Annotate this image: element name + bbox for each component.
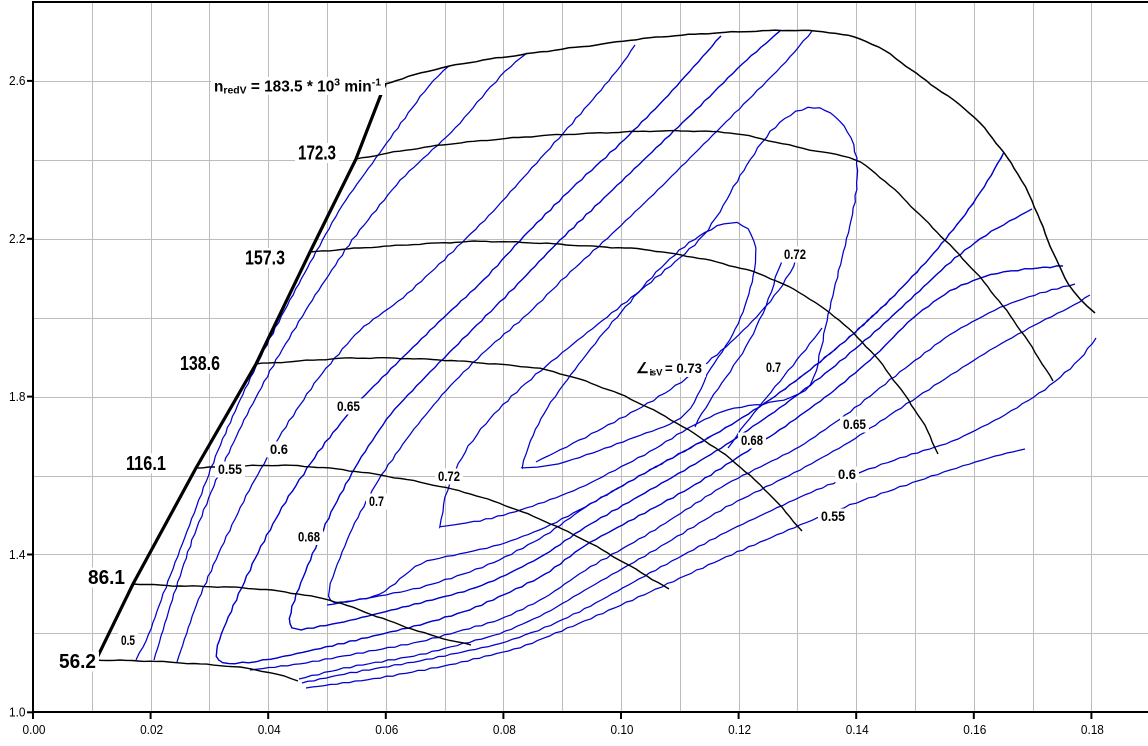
svg-text:0.68: 0.68: [741, 433, 763, 448]
svg-text:1.8: 1.8: [9, 390, 26, 404]
svg-text:1.0: 1.0: [9, 706, 26, 720]
svg-text:0.7: 0.7: [766, 360, 781, 375]
svg-text:0.08: 0.08: [493, 723, 516, 737]
svg-text:0.00: 0.00: [23, 723, 46, 737]
svg-text:0.65: 0.65: [843, 417, 866, 432]
svg-text:0.5: 0.5: [121, 633, 135, 648]
svg-text:2.6: 2.6: [9, 74, 26, 88]
svg-text:0.12: 0.12: [728, 723, 751, 737]
svg-text:0.02: 0.02: [140, 723, 163, 737]
svg-text:0.55: 0.55: [218, 462, 242, 477]
svg-text:0.7: 0.7: [369, 494, 384, 509]
svg-text:0.14: 0.14: [846, 723, 869, 737]
svg-text:1.4: 1.4: [9, 548, 26, 562]
svg-text:0.72: 0.72: [438, 469, 460, 484]
svg-text:0.06: 0.06: [375, 723, 398, 737]
svg-text:2.2: 2.2: [9, 232, 26, 246]
svg-text:0.6: 0.6: [838, 467, 856, 482]
svg-text:nredV = 183.5 * 103 min-1: nredV = 183.5 * 103 min-1: [214, 77, 381, 97]
svg-text:0.68: 0.68: [298, 530, 320, 545]
svg-text:0.65: 0.65: [337, 399, 360, 414]
svg-text:86.1: 86.1: [88, 567, 125, 589]
svg-text:= 0.73: = 0.73: [665, 361, 702, 376]
svg-text:0.10: 0.10: [611, 723, 634, 737]
svg-text:0.55: 0.55: [821, 509, 845, 524]
svg-text:is V: is V: [650, 368, 664, 379]
svg-text:0.18: 0.18: [1081, 723, 1104, 737]
svg-text:0.16: 0.16: [963, 723, 986, 737]
svg-text:0.04: 0.04: [258, 723, 281, 737]
svg-text:∠: ∠: [636, 361, 649, 377]
svg-text:0.72: 0.72: [784, 247, 806, 262]
svg-text:157.3: 157.3: [245, 248, 285, 270]
svg-text:0.6: 0.6: [270, 442, 288, 457]
svg-text:138.6: 138.6: [180, 353, 220, 375]
svg-text:56.2: 56.2: [59, 651, 96, 673]
svg-text:172.3: 172.3: [298, 143, 336, 165]
svg-text:116.1: 116.1: [126, 453, 166, 475]
